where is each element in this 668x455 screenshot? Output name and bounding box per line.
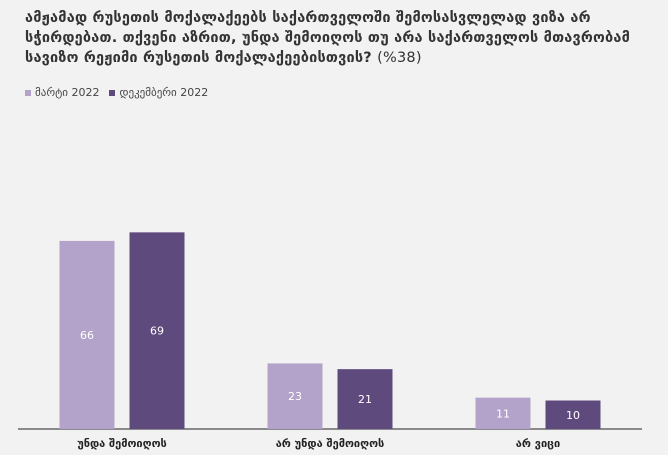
bar-0-0 [59, 240, 115, 429]
legend-label-march: მარტი 2022 [35, 86, 100, 99]
bar-value-label-2-0: 11 [496, 407, 510, 420]
bar-value-label-1-1: 21 [358, 393, 372, 406]
chart-unit: (%38) [377, 50, 422, 66]
legend-label-december: დეკემბერი 2022 [119, 86, 209, 99]
legend-item-march: მარტი 2022 [25, 86, 99, 99]
legend-swatch-march [25, 89, 31, 96]
legend-swatch-december [109, 89, 116, 96]
bar-value-label-1-0: 23 [288, 390, 302, 403]
bar-0-1 [129, 232, 185, 429]
bar-2-1 [545, 400, 601, 429]
bar-1-1 [337, 369, 393, 429]
category-label-2: არ ვიცი [516, 437, 560, 450]
chart-title-text: ამჟამად რუსეთის მოქალაქეებს საქართველოში… [25, 10, 631, 66]
bar-value-label-0-0: 66 [80, 329, 94, 342]
bar-value-label-2-1: 10 [566, 409, 580, 422]
category-label-1: არ უნდა შემოიღოს [276, 437, 385, 450]
legend-item-december: დეკემბერი 2022 [109, 86, 208, 99]
bar-2-0 [475, 397, 531, 429]
bar-1-0 [267, 363, 323, 429]
chart-title: ამჟამად რუსეთის მოქალაქეებს საქართველოში… [25, 8, 645, 68]
bar-value-label-0-1: 69 [150, 325, 164, 338]
legend: მარტი 2022 დეკემბერი 2022 [25, 86, 218, 99]
category-label-0: უნდა შემოიღოს [77, 437, 167, 450]
